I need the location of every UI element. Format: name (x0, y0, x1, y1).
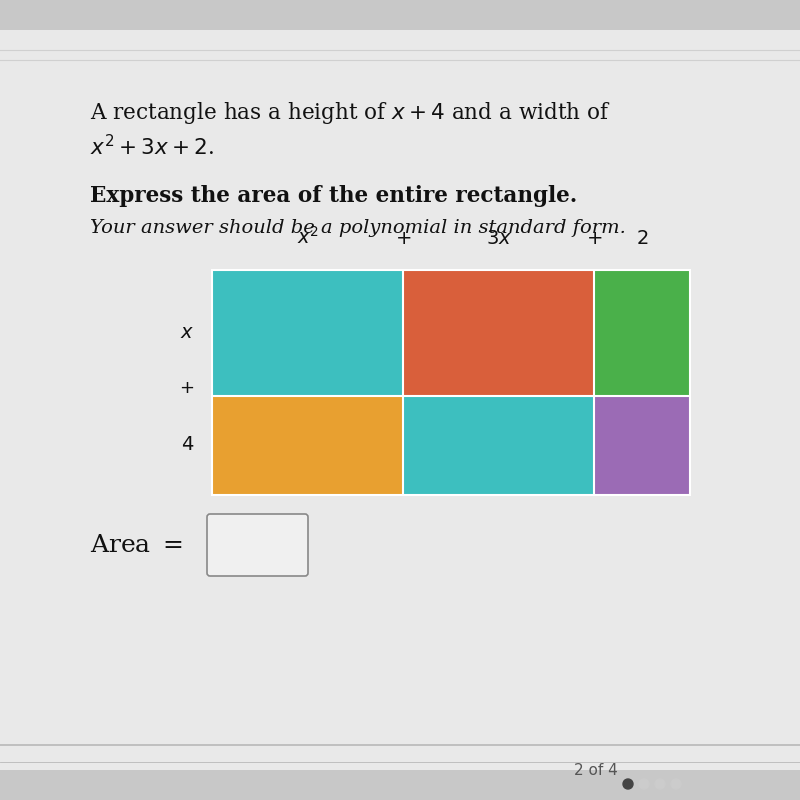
Circle shape (623, 779, 633, 789)
Text: $+$: $+$ (395, 230, 411, 248)
Text: $4$: $4$ (181, 437, 194, 454)
Text: Area $=$: Area $=$ (90, 534, 183, 557)
Bar (212, 270, 403, 396)
Text: $x$: $x$ (180, 324, 194, 342)
Bar (594, 396, 690, 495)
Text: $x^2$: $x^2$ (297, 226, 318, 248)
Text: A rectangle has a height of $x + 4$ and a width of: A rectangle has a height of $x + 4$ and … (90, 100, 610, 126)
Bar (594, 270, 690, 396)
Bar (212, 270, 690, 495)
Circle shape (655, 779, 665, 789)
Text: $3x$: $3x$ (486, 230, 512, 248)
Bar (403, 270, 594, 396)
Text: $x^2 + 3x + 2$.: $x^2 + 3x + 2$. (90, 135, 214, 160)
FancyBboxPatch shape (207, 514, 308, 576)
Circle shape (639, 779, 649, 789)
Text: $+$: $+$ (586, 230, 602, 248)
Text: Your answer should be a polynomial in standard form.: Your answer should be a polynomial in st… (90, 219, 626, 237)
Text: 2 of 4: 2 of 4 (574, 763, 618, 778)
Bar (403, 396, 594, 495)
Circle shape (671, 779, 681, 789)
Text: Express the area of the entire rectangle.: Express the area of the entire rectangle… (90, 185, 578, 207)
Text: $2$: $2$ (636, 230, 648, 248)
Bar (212, 396, 403, 495)
Text: $+$: $+$ (179, 379, 194, 397)
